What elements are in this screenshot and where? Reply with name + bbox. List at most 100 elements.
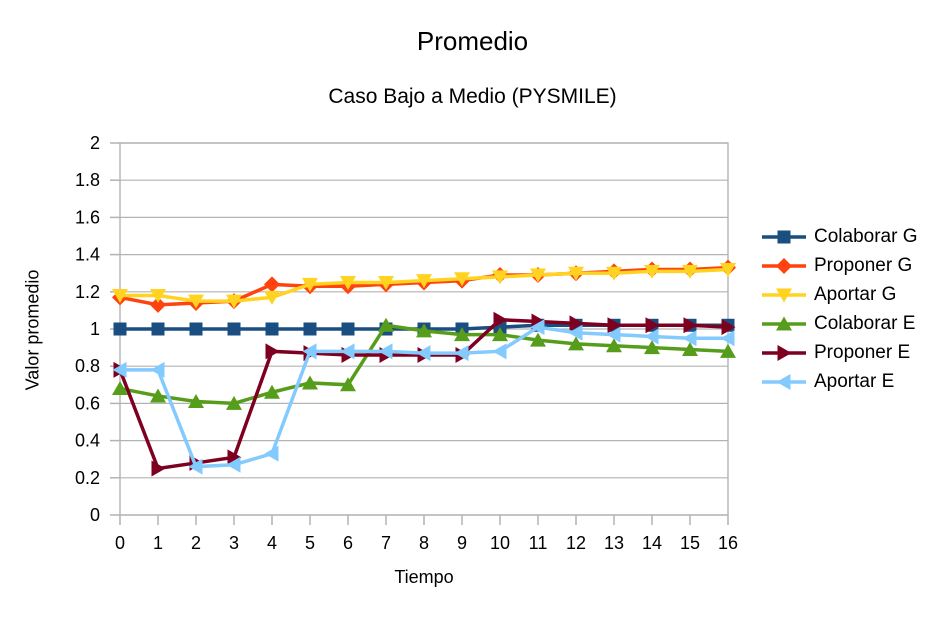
marker-triangle-up [378,317,394,332]
marker-triangle-down [682,264,698,279]
marker-triangle-down [416,274,432,289]
marker-triangle-down [644,264,660,279]
chart-subtitle: Caso Bajo a Medio (PYSMILE) [328,85,617,108]
y-axis-title: Valor promedio [22,269,43,391]
legend-key-square-icon [762,230,806,243]
marker-triangle-up [188,394,204,409]
legend-item-colaborar-g: Colaborar G [761,222,918,251]
x-tick-label: 10 [490,533,510,553]
marker-triangle-up [644,340,660,355]
y-tick-label: 0 [90,505,100,525]
marker-triangle-right [227,449,242,466]
marker-triangle-down [112,289,128,304]
legend: Colaborar G Proponer G Aportar G Colaborar … [761,222,918,396]
marker-square [341,322,355,336]
legend-label: Proponer G [814,254,913,276]
y-tick-label: 1.2 [75,282,100,302]
marker-triangle-left [150,361,165,378]
x-tick-label: 4 [267,533,277,553]
marker-triangle-right [151,460,166,477]
marker-triangle-right [607,317,622,334]
y-tick-label: 0.4 [75,431,100,451]
x-tick-label: 11 [529,533,548,553]
legend-label: Aportar E [814,370,895,392]
marker-triangle-right [493,311,508,328]
legend-label: Colaborar E [814,312,916,334]
marker-triangle-down [378,276,394,290]
y-tick-label: 1.4 [75,245,100,265]
series-aportar-g [112,262,736,309]
x-tick-label: 7 [381,533,391,553]
y-tick-label: 1.8 [75,170,100,190]
marker-triangle-up [112,381,128,396]
marker-triangle-up [530,332,546,347]
marker-triangle-up [606,338,622,353]
marker-triangle-left [568,324,583,341]
marker-triangle-left [302,343,317,360]
legend-key-triangle-up-icon [762,316,806,330]
y-axis: 0 0.2 0.4 0.6 0.8 1 1.2 1.4 1.6 1.8 2 [75,133,120,525]
y-tick-label: 0.2 [75,468,100,488]
marker-triangle-left [264,445,279,462]
marker-triangle-left [416,345,431,362]
marker-triangle-down [226,294,242,309]
marker-triangle-left [682,330,697,347]
x-tick-label: 12 [566,533,586,553]
marker-triangle-down [720,262,736,277]
marker-triangle-right [645,317,660,334]
marker-triangle-left [340,343,355,360]
marker-triangle-right [265,343,280,360]
marker-triangle-up [264,384,280,399]
x-tick-label: 16 [718,533,738,553]
legend-item-proponer-e: Proponer E [761,338,918,367]
y-tick-label: 2 [90,133,100,153]
marker-triangle-left [112,361,127,378]
marker-square [227,322,241,336]
x-tick-label: 2 [191,533,201,553]
series-aportar-e [112,319,735,475]
marker-square [303,322,317,336]
marker-triangle-right [569,315,584,332]
marker-triangle-up [150,388,166,403]
marker-triangle-up [340,377,356,392]
x-tick-label: 0 [115,533,125,553]
marker-triangle-down [530,268,546,283]
marker-triangle-left [606,326,621,343]
marker-triangle-right [683,317,698,334]
marker-triangle-left [720,330,735,347]
x-tick-label: 5 [305,533,315,553]
marker-triangle-left [644,328,659,345]
marker-triangle-left [188,458,203,475]
x-tick-label: 13 [604,533,624,553]
marker-square [151,322,165,336]
marker-triangle-up [302,375,318,390]
legend-key-diamond-icon [762,257,806,274]
marker-triangle-left [226,456,241,473]
x-tick-label: 14 [642,533,662,553]
x-axis: 0 1 2 3 4 5 6 7 8 9 10 11 12 13 14 15 16 [115,515,738,553]
marker-triangle-left [378,343,393,360]
legend-key-triangle-right-icon [762,344,806,361]
marker-triangle-down [568,266,584,281]
marker-triangle-down [492,270,508,285]
x-tick-label: 9 [457,533,467,553]
legend-key-triangle-left-icon [762,373,806,390]
marker-triangle-up [454,327,470,342]
legend-label: Colaborar G [814,225,918,247]
legend-label: Aportar G [814,283,897,305]
marker-triangle-down [454,272,470,287]
marker-triangle-down [264,290,280,305]
marker-triangle-left [492,343,507,360]
marker-triangle-left [530,319,545,336]
y-tick-label: 1.6 [75,207,100,227]
y-tick-label: 1 [90,319,100,339]
marker-triangle-down [606,266,622,281]
marker-triangle-up [720,343,736,358]
marker-triangle-down [340,276,356,290]
marker-triangle-left [454,345,469,362]
marker-triangle-up [568,336,584,351]
marker-triangle-down [302,277,318,292]
legend-item-proponer-g: Proponer G [761,251,918,280]
